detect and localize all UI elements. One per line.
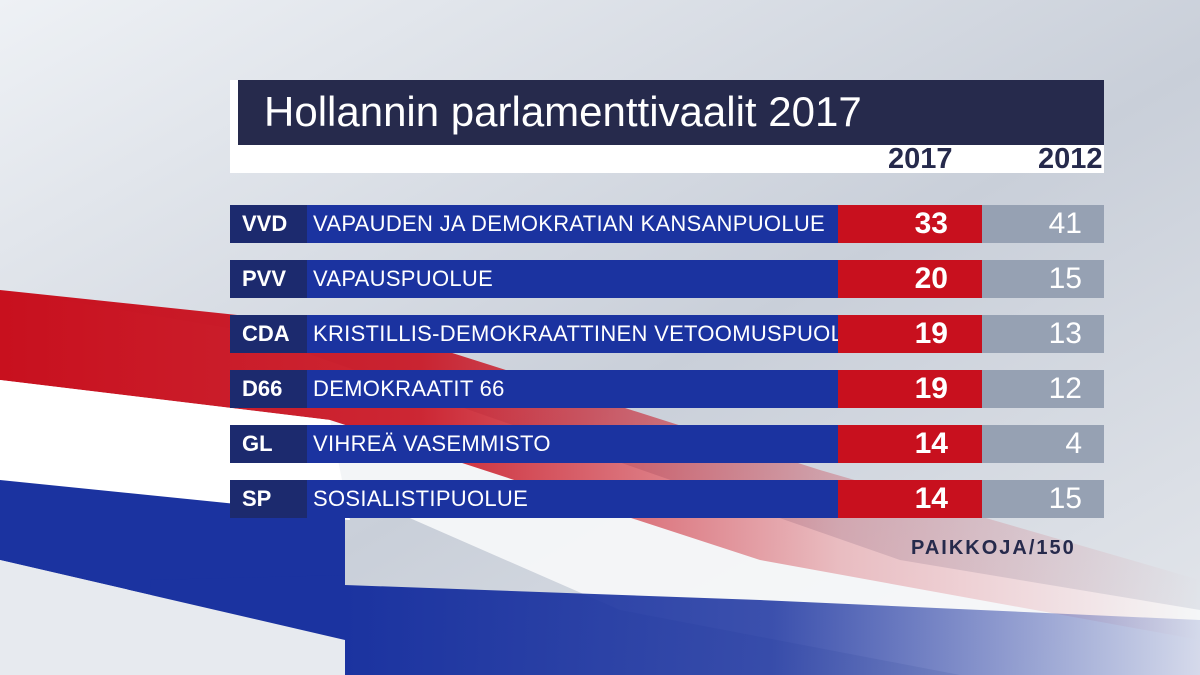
- seats-2012-value: 41: [982, 205, 1104, 243]
- party-abbreviation: PVV: [230, 260, 307, 298]
- table-row: CDA KRISTILLIS-DEMOKRAATTINEN VETOOMUSPUO…: [230, 315, 1104, 353]
- seats-2017-value: 20: [838, 260, 982, 298]
- party-name: VIHREÄ VASEMMISTO: [307, 425, 838, 463]
- party-abbreviation: CDA: [230, 315, 307, 353]
- seats-2017-value: 14: [838, 425, 982, 463]
- seats-2017-value: 19: [838, 315, 982, 353]
- column-header-row: 2017 2012: [230, 143, 1104, 175]
- party-name: KRISTILLIS-DEMOKRAATTINEN VETOOMUSPUOLUE: [307, 315, 838, 353]
- party-name: SOSIALISTIPUOLUE: [307, 480, 838, 518]
- seats-2017-value: 33: [838, 205, 982, 243]
- seats-footnote: PAIKKOJA/150: [911, 537, 1076, 559]
- table-row: VVD VAPAUDEN JA DEMOKRATIAN KANSANPUOLUE 3…: [230, 205, 1104, 243]
- column-header-2017: 2017: [888, 143, 953, 175]
- table-row: D66 DEMOKRAATIT 66 19 12: [230, 370, 1104, 408]
- table-row: GL VIHREÄ VASEMMISTO 14 4: [230, 425, 1104, 463]
- table-row: SP SOSIALISTIPUOLUE 14 15: [230, 480, 1104, 518]
- seats-2012-value: 13: [982, 315, 1104, 353]
- party-name: VAPAUSPUOLUE: [307, 260, 838, 298]
- party-abbreviation: VVD: [230, 205, 307, 243]
- party-abbreviation: GL: [230, 425, 307, 463]
- seats-2012-value: 4: [982, 425, 1104, 463]
- seats-2017-value: 19: [838, 370, 982, 408]
- party-abbreviation: SP: [230, 480, 307, 518]
- party-name: VAPAUDEN JA DEMOKRATIAN KANSANPUOLUE: [307, 205, 838, 243]
- table-row: PVV VAPAUSPUOLUE 20 15: [230, 260, 1104, 298]
- chart-title-bar: Hollannin parlamenttivaalit 2017: [230, 80, 1104, 145]
- chart-title: Hollannin parlamenttivaalit 2017: [264, 88, 862, 135]
- seats-2012-value: 15: [982, 260, 1104, 298]
- party-name: DEMOKRAATIT 66: [307, 370, 838, 408]
- seats-2017-value: 14: [838, 480, 982, 518]
- column-header-2012: 2012: [1038, 143, 1103, 175]
- seats-2012-value: 12: [982, 370, 1104, 408]
- seats-2012-value: 15: [982, 480, 1104, 518]
- party-abbreviation: D66: [230, 370, 307, 408]
